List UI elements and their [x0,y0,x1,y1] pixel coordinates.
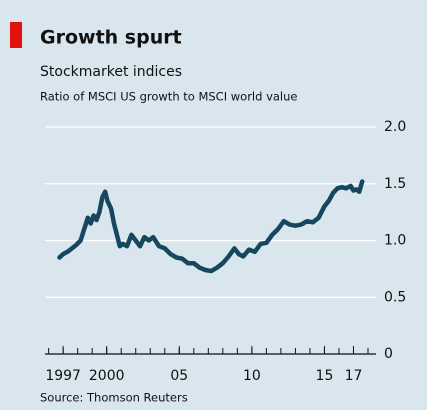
source: Source: Thomson Reuters [40,391,188,405]
y-tick-label: 1.5 [384,176,406,192]
y-axis-label: Ratio of MSCI US growth to MSCI world va… [40,90,298,104]
data-line [57,179,365,274]
x-tick-label: 15 [316,368,334,384]
chart-title: Growth spurt [40,27,182,49]
x-tick-label: 1997 [45,368,81,384]
x-tick-label: 10 [243,368,261,384]
x-tick-label: 05 [170,368,188,384]
x-tick-label: 17 [345,368,363,384]
chart-subtitle: Stockmarket indices [40,64,182,80]
y-tick-label: 1.0 [384,233,406,249]
x-tick-label: 2000 [89,368,125,384]
y-tick-label: 2.0 [384,119,406,135]
y-tick-label: 0 [384,346,393,362]
y-tick-label: 0.5 [384,289,406,305]
red-tag [10,22,22,48]
